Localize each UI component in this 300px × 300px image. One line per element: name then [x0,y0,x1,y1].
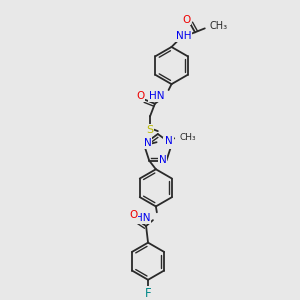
Text: F: F [145,287,152,300]
Text: S: S [146,125,154,135]
Text: HN: HN [134,213,150,223]
Text: O: O [182,15,190,25]
Text: O: O [136,91,144,101]
Text: N: N [159,154,167,165]
Text: HN: HN [149,91,165,101]
Text: CH₃: CH₃ [179,133,196,142]
Text: N: N [165,136,173,146]
Text: N: N [144,138,152,148]
Text: NH: NH [176,31,191,41]
Text: CH₃: CH₃ [210,21,228,32]
Text: O: O [129,210,137,220]
Text: N: N [164,138,172,148]
